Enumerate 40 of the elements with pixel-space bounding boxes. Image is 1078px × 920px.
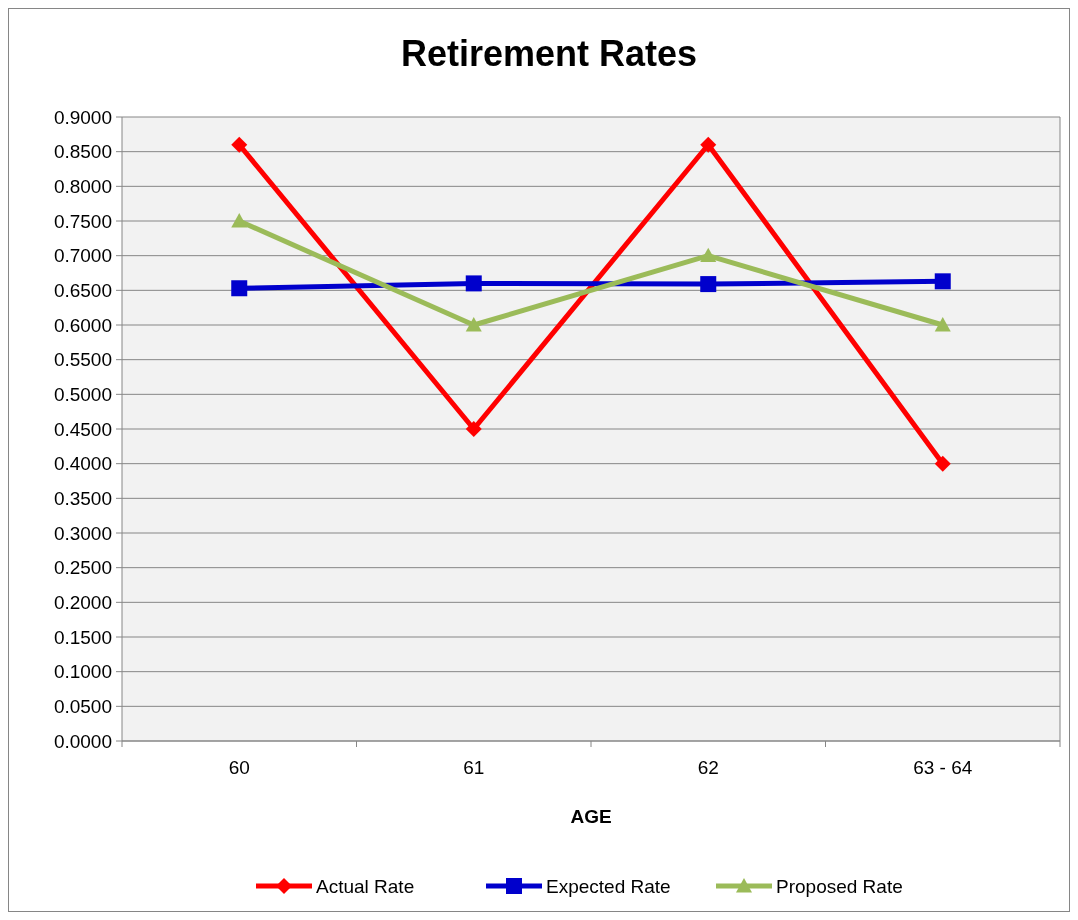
y-tick-label: 0.1000 [53, 661, 112, 683]
y-tick-label: 0.6000 [53, 314, 112, 336]
x-tick-label: 62 [697, 757, 719, 778]
point [934, 317, 951, 332]
point [700, 276, 717, 293]
y-tick-label: 0.1500 [53, 626, 112, 648]
y-tick-label: 0.3500 [53, 487, 112, 509]
y-tick-label: 0.8500 [53, 141, 112, 163]
legend-label: Expected Rate [546, 875, 671, 897]
x-axis-title: AGE [570, 806, 612, 827]
y-tick-label: 0.7000 [53, 245, 112, 267]
y-tick-label: 0.3000 [53, 522, 112, 544]
y-tick-label: 0.2500 [53, 557, 112, 579]
y-tick-label: 0.4000 [53, 453, 112, 475]
y-tick-label: 0.7500 [53, 210, 112, 232]
point [700, 247, 717, 263]
point [465, 421, 482, 437]
x-tick-label: 60 [228, 757, 250, 778]
point [231, 136, 248, 153]
x-tick-label: 63 - 64 [913, 757, 973, 778]
y-tick-label: 0.0500 [53, 695, 112, 717]
y-tick-label: 0.0000 [53, 730, 112, 752]
y-tick-label: 0.8000 [53, 175, 112, 197]
legend-label: Proposed Rate [776, 875, 903, 897]
y-tick-label: 0.4500 [53, 418, 112, 440]
x-tick-label: 61 [463, 757, 485, 778]
point [231, 213, 248, 228]
chart-title: Retirement Rates [400, 33, 698, 74]
legend-label: Actual Rate [316, 875, 415, 897]
point [934, 455, 951, 472]
y-tick-label: 0.9000 [53, 106, 112, 128]
point [231, 280, 248, 297]
y-tick-label: 0.5000 [53, 383, 112, 405]
point [465, 275, 482, 292]
y-tick-label: 0.5500 [53, 349, 112, 371]
y-tick-label: 0.6500 [53, 279, 112, 301]
point [700, 136, 717, 153]
point [465, 317, 482, 332]
y-tick-label: 0.2000 [53, 591, 112, 613]
point [934, 273, 951, 290]
